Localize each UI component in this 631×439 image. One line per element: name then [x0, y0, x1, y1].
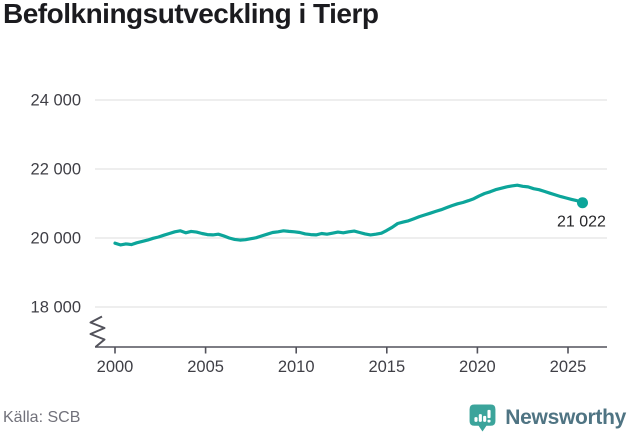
logo-bubble-shape: [469, 404, 496, 432]
latest-point-marker: [576, 197, 588, 209]
newsworthy-logo-text: Newsworthy: [505, 406, 626, 429]
x-tick-label: 2020: [459, 358, 496, 376]
chart-title: Befolkningsutveckling i Tierp: [3, 0, 379, 29]
logo-bar-chart-glyph: [474, 409, 491, 423]
y-tick-label: 24 000: [31, 92, 81, 110]
newsworthy-logo: Newsworthy: [468, 403, 626, 433]
source-label: Källa: SCB: [3, 409, 81, 426]
x-tick-label: 2010: [278, 358, 315, 376]
x-tick-label: 2005: [187, 358, 224, 376]
chart-footer: Källa: SCB Newsworthy: [0, 401, 631, 435]
x-tick-label: 2025: [550, 358, 587, 376]
newsworthy-logo-icon: [469, 404, 496, 432]
latest-value-label: 21 022: [557, 214, 606, 231]
x-tick-label: 2015: [368, 358, 405, 376]
axis-break-icon: [89, 315, 106, 348]
x-tick-label: 2000: [97, 358, 134, 376]
y-tick-label: 20 000: [31, 230, 81, 248]
y-tick-label: 22 000: [31, 161, 81, 179]
population-line: [113, 183, 585, 247]
y-tick-label: 18 000: [31, 299, 81, 317]
